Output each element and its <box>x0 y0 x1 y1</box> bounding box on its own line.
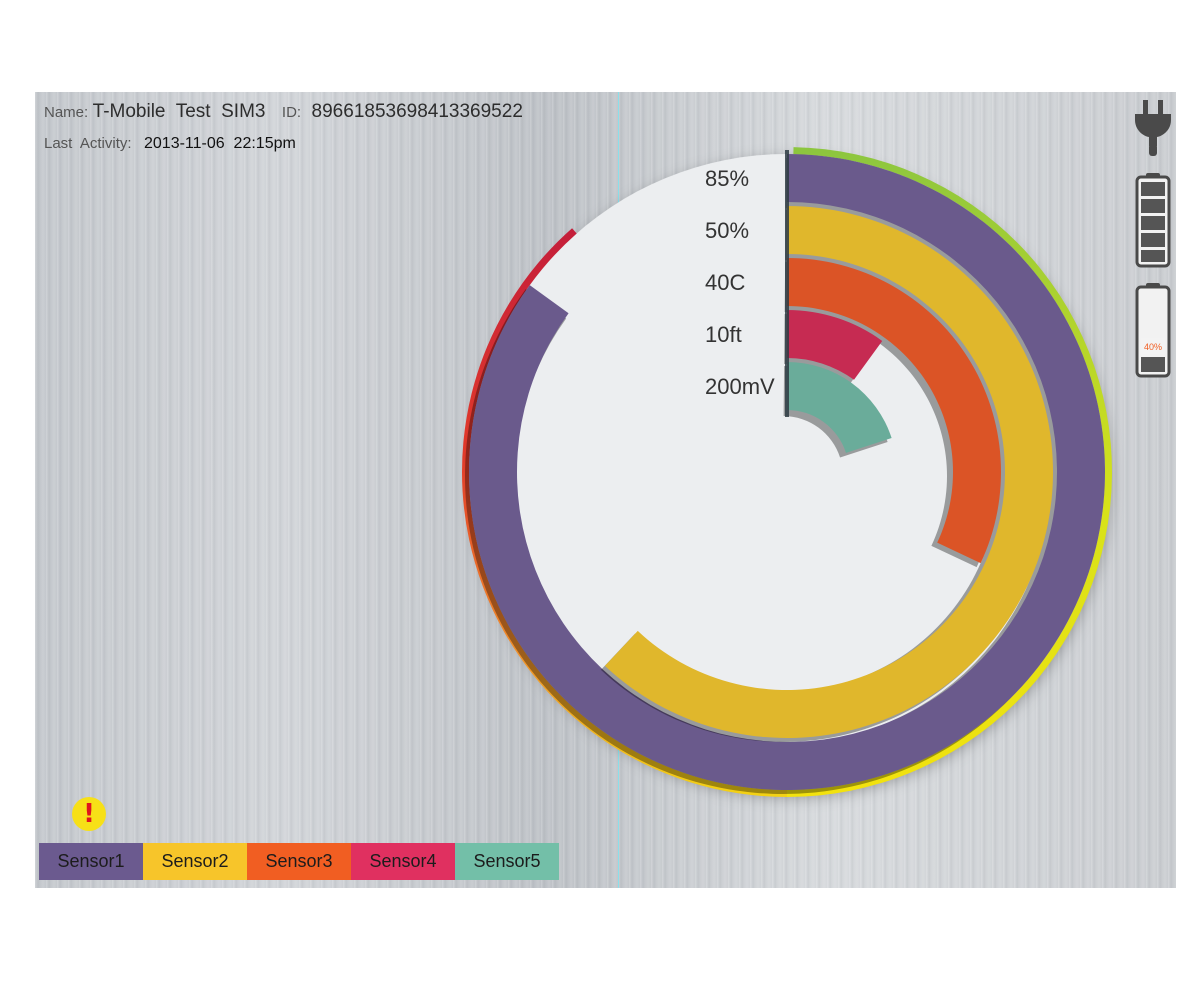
legend-sensor1[interactable]: Sensor1 <box>39 843 143 880</box>
ring-sensor5 <box>787 362 892 453</box>
battery-level-text: 40% <box>1144 342 1162 352</box>
device-id: 89661853698413369522 <box>311 101 523 122</box>
sensor-gauge: 85% 50% 40C 10ft 200mV <box>462 147 1112 798</box>
battery-full-icon <box>1135 173 1171 268</box>
last-activity-value: 2013-11-06 22:15pm <box>144 135 296 152</box>
last-activity-row: Last Activity: 2013-11-06 22:15pm <box>44 135 296 153</box>
name-label: Name: <box>44 104 89 121</box>
legend-sensor3[interactable]: Sensor3 <box>247 843 351 880</box>
ring-sensor2 <box>604 206 1053 738</box>
alert-icon[interactable]: ! <box>72 797 106 831</box>
sensor-legend: Sensor1 Sensor2 Sensor3 Sensor4 Sensor5 <box>39 843 559 880</box>
ring-label-sensor5: 200mV <box>705 374 775 399</box>
legend-sensor5[interactable]: Sensor5 <box>455 843 559 880</box>
ring-sensor3 <box>787 258 1001 564</box>
plug-icon <box>1135 100 1171 156</box>
ring-label-sensor4: 10ft <box>705 322 742 347</box>
ring-label-sensor1: 85% <box>705 166 749 191</box>
last-activity-label: Last Activity: <box>44 135 132 152</box>
device-name-row: Name: T-Mobile Test SIM3 ID: 89661853698… <box>44 101 523 123</box>
id-label: ID: <box>281 104 302 121</box>
ring-sensor4 <box>787 310 883 380</box>
ring-label-sensor3: 40C <box>705 270 745 295</box>
gauge-ring-labels: 85% 50% 40C 10ft 200mV <box>705 166 775 399</box>
legend-sensor4[interactable]: Sensor4 <box>351 843 455 880</box>
legend-sensor2[interactable]: Sensor2 <box>143 843 247 880</box>
ring-label-sensor2: 50% <box>705 218 749 243</box>
gauge-rings <box>462 147 1112 798</box>
alert-symbol: ! <box>83 799 95 829</box>
dashboard-panel: Name: T-Mobile Test SIM3 ID: 89661853698… <box>35 92 1176 888</box>
battery-low-icon: 40% <box>1135 283 1171 378</box>
device-name: T-Mobile Test SIM3 <box>92 101 266 122</box>
